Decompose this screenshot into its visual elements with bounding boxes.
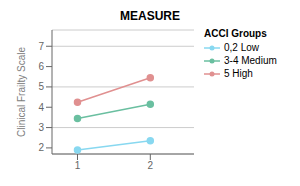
html-text:MEASURE: MEASURE bbox=[120, 9, 180, 23]
html-text:0,2 Low: 0,2 Low bbox=[224, 42, 259, 53]
svg-text:Clinical Frailty Scale: Clinical Frailty Scale bbox=[16, 47, 27, 137]
svg-text:4: 4 bbox=[38, 102, 44, 113]
svg-text:2: 2 bbox=[148, 160, 154, 171]
svg-text:6: 6 bbox=[38, 61, 44, 72]
html-text:3-4 Medium: 3-4 Medium bbox=[224, 55, 277, 66]
svg-text:1: 1 bbox=[75, 160, 81, 171]
html-text:5 High: 5 High bbox=[224, 68, 253, 79]
html-text:ACCI Groups: ACCI Groups bbox=[204, 28, 267, 39]
svg-text:3: 3 bbox=[38, 122, 44, 133]
svg-text:7: 7 bbox=[38, 41, 44, 52]
svg-text:5: 5 bbox=[38, 81, 44, 92]
svg-text:2: 2 bbox=[38, 142, 44, 153]
